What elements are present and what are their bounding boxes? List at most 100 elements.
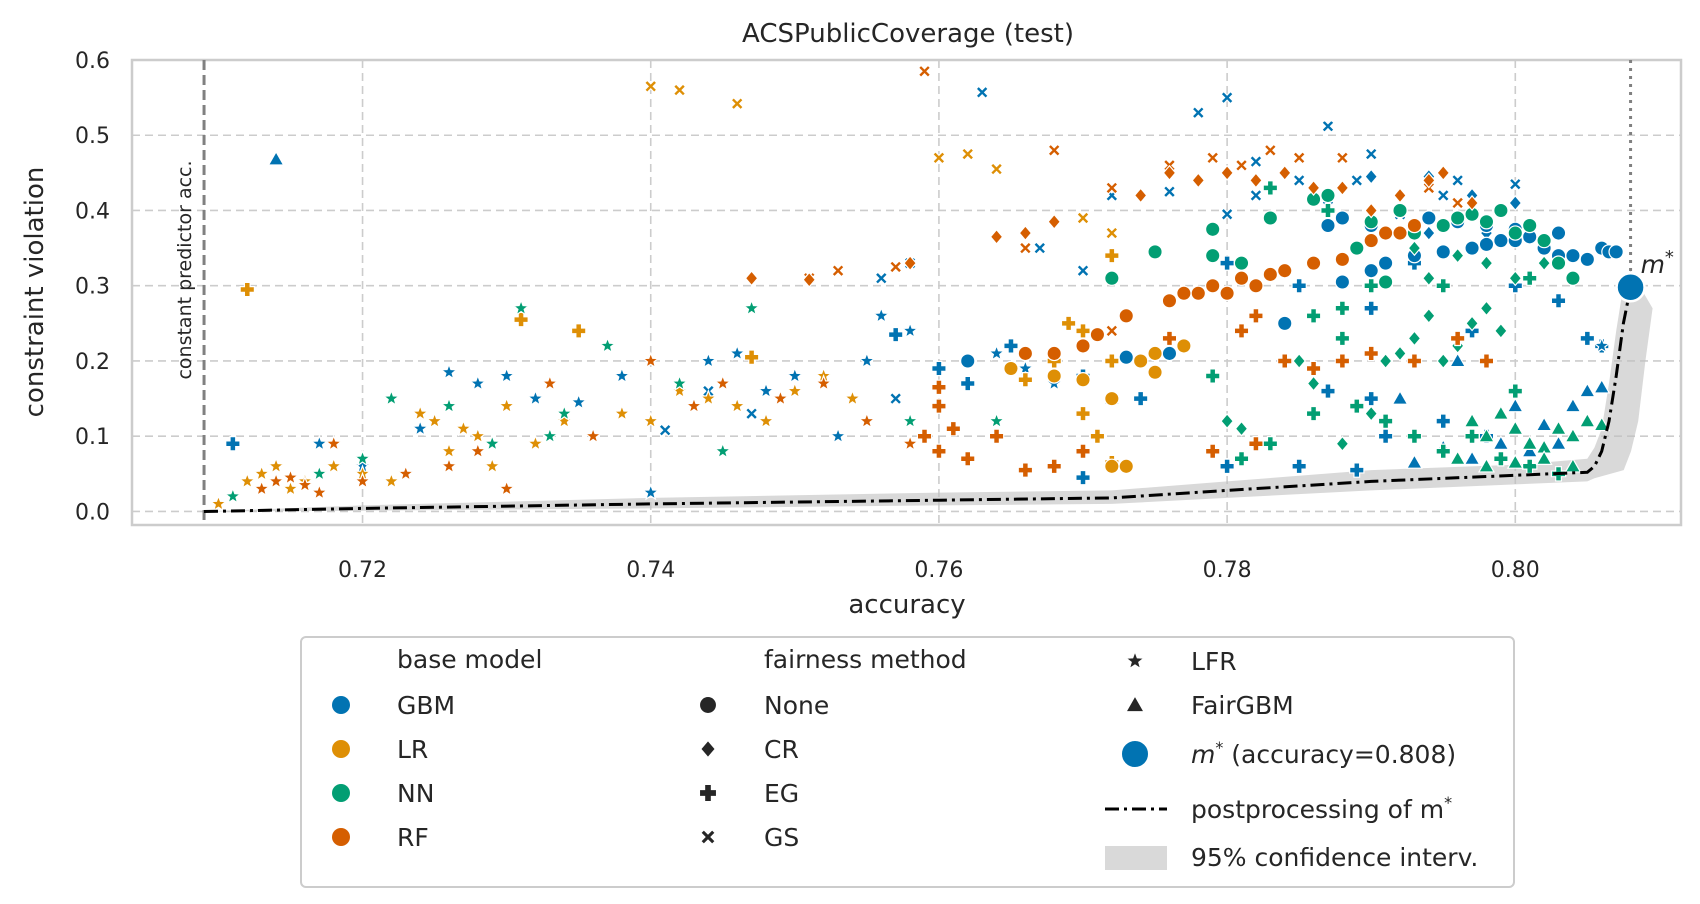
point-lr-lfr — [238, 471, 257, 490]
legend-marker-fairgbm — [1124, 694, 1146, 713]
point-lr-none — [1118, 458, 1134, 475]
point-gbm-fairgbm — [1593, 378, 1611, 394]
point-rf-none — [1248, 278, 1264, 294]
point-gbm-lfr — [900, 321, 920, 339]
point-nn-lfr — [670, 373, 689, 392]
point-gbm-none — [1161, 345, 1178, 362]
point-gbm-lfr — [699, 351, 718, 369]
legend-swatch-nn — [332, 784, 350, 802]
point-gbm-none — [1493, 232, 1509, 249]
legend-label-ci: 95% confidence interv. — [1191, 843, 1478, 872]
x-tick-label: 0.72 — [338, 558, 387, 583]
point-nn-cr — [1393, 345, 1407, 362]
x-tick-label: 0.74 — [626, 558, 675, 583]
point-gbm-gs — [1249, 188, 1263, 203]
point-rf-none — [1233, 270, 1250, 286]
point-nn-lfr — [742, 298, 761, 317]
point-gbm-gs — [1191, 105, 1206, 120]
point-nn-none — [1392, 202, 1408, 219]
point-rf-none — [1277, 262, 1293, 279]
point-gbm-eg — [1320, 383, 1336, 399]
point-rf-gs — [1104, 324, 1119, 338]
point-nn-lfr — [511, 298, 531, 317]
point-gbm-fairgbm — [1578, 382, 1596, 398]
y-tick-label: 0.3 — [75, 275, 110, 300]
point-gbm-gs — [744, 406, 759, 421]
point-lr-lfr — [843, 388, 862, 407]
point-gbm-lfr — [612, 366, 632, 384]
point-lr-none — [1075, 372, 1091, 388]
point-nn-none — [1262, 210, 1279, 226]
point-rf-gs — [1335, 150, 1350, 165]
point-rf-eg — [960, 451, 976, 467]
point-lr-lfr — [454, 419, 473, 437]
legend: base model fairness method GBM LR NN RF None… — [300, 636, 1515, 888]
point-rf-lfr — [252, 479, 271, 497]
point-gbm-none — [1550, 225, 1567, 241]
point-rf-eg — [1046, 458, 1062, 475]
m-star-marker: m* — [1615, 60, 1674, 303]
point-gbm-eg — [225, 436, 241, 452]
point-lr-eg — [1104, 247, 1120, 264]
point-gbm-lfr — [785, 366, 804, 384]
point-rf-eg — [1363, 345, 1379, 362]
point-gbm-gs — [1292, 173, 1306, 188]
point-lr-eg — [1089, 428, 1106, 444]
point-rf-eg — [1478, 353, 1495, 369]
y-tick-label: 0.0 — [75, 500, 110, 525]
point-nn-eg — [1377, 413, 1394, 429]
point-gbm-lfr — [468, 373, 487, 392]
legend-label-eg: EG — [764, 779, 799, 808]
point-rf-lfr — [900, 434, 920, 452]
point-gbm-none — [1377, 255, 1394, 271]
point-gbm-none — [1334, 274, 1351, 290]
point-gbm-gs — [1364, 147, 1379, 161]
point-rf-none — [1017, 345, 1034, 362]
point-gbm-none — [1565, 247, 1581, 264]
point-rf-cr — [802, 271, 817, 288]
point-lr-none — [1003, 360, 1019, 377]
point-rf-cr — [744, 270, 759, 287]
point-rf-gs — [1292, 150, 1306, 165]
point-lr-lfr — [483, 456, 502, 475]
point-gbm-none — [1118, 349, 1134, 365]
point-gbm-lfr — [641, 483, 660, 501]
point-gbm-none — [1320, 217, 1336, 234]
legend-label-lfr: LFR — [1191, 647, 1237, 676]
point-rf-cr — [1162, 164, 1177, 181]
point-gbm-none — [1464, 240, 1480, 256]
legend-label-rf: RF — [397, 823, 429, 852]
point-gbm-lfr — [1592, 336, 1611, 354]
point-nn-none — [1147, 244, 1163, 260]
point-nn-eg — [1406, 428, 1423, 444]
point-lr-none — [1176, 338, 1192, 354]
point-lr-lfr — [252, 464, 271, 482]
point-gbm-cr — [1364, 168, 1379, 185]
point-rf-none — [1363, 232, 1379, 249]
y-axis-title: constraint violation — [20, 167, 50, 418]
legend-label-lr: LR — [397, 735, 428, 764]
point-rf-eg — [1248, 436, 1264, 452]
point-lr-gs — [672, 83, 687, 97]
point-nn-cr — [1306, 375, 1321, 392]
point-nn-lfr — [439, 396, 459, 414]
point-rf-lfr — [281, 467, 300, 486]
point-lr-eg — [1075, 323, 1091, 339]
y-ticks: 0.0 0.1 0.2 0.3 0.4 0.5 0.6 — [75, 49, 110, 525]
point-gbm-fairgbm — [1564, 397, 1582, 413]
point-lr-lfr — [526, 434, 545, 452]
point-nn-cr — [1508, 270, 1523, 287]
point-gbm-eg — [1579, 330, 1596, 347]
point-nn-fairgbm — [1492, 404, 1510, 420]
point-lr-gs — [1104, 226, 1119, 240]
legend-m-star-sup: * — [1215, 738, 1223, 757]
point-nn-none — [1550, 255, 1567, 271]
point-gbm-eg — [1363, 300, 1379, 317]
point-lr-eg — [1075, 405, 1091, 422]
point-gbm-gs — [1249, 154, 1263, 169]
point-gbm-fairgbm — [1463, 450, 1481, 466]
legend-marker-eg — [698, 783, 718, 803]
point-gbm-none — [1435, 244, 1451, 260]
point-lr-none — [1104, 390, 1120, 407]
point-rf-cr — [1465, 194, 1479, 212]
